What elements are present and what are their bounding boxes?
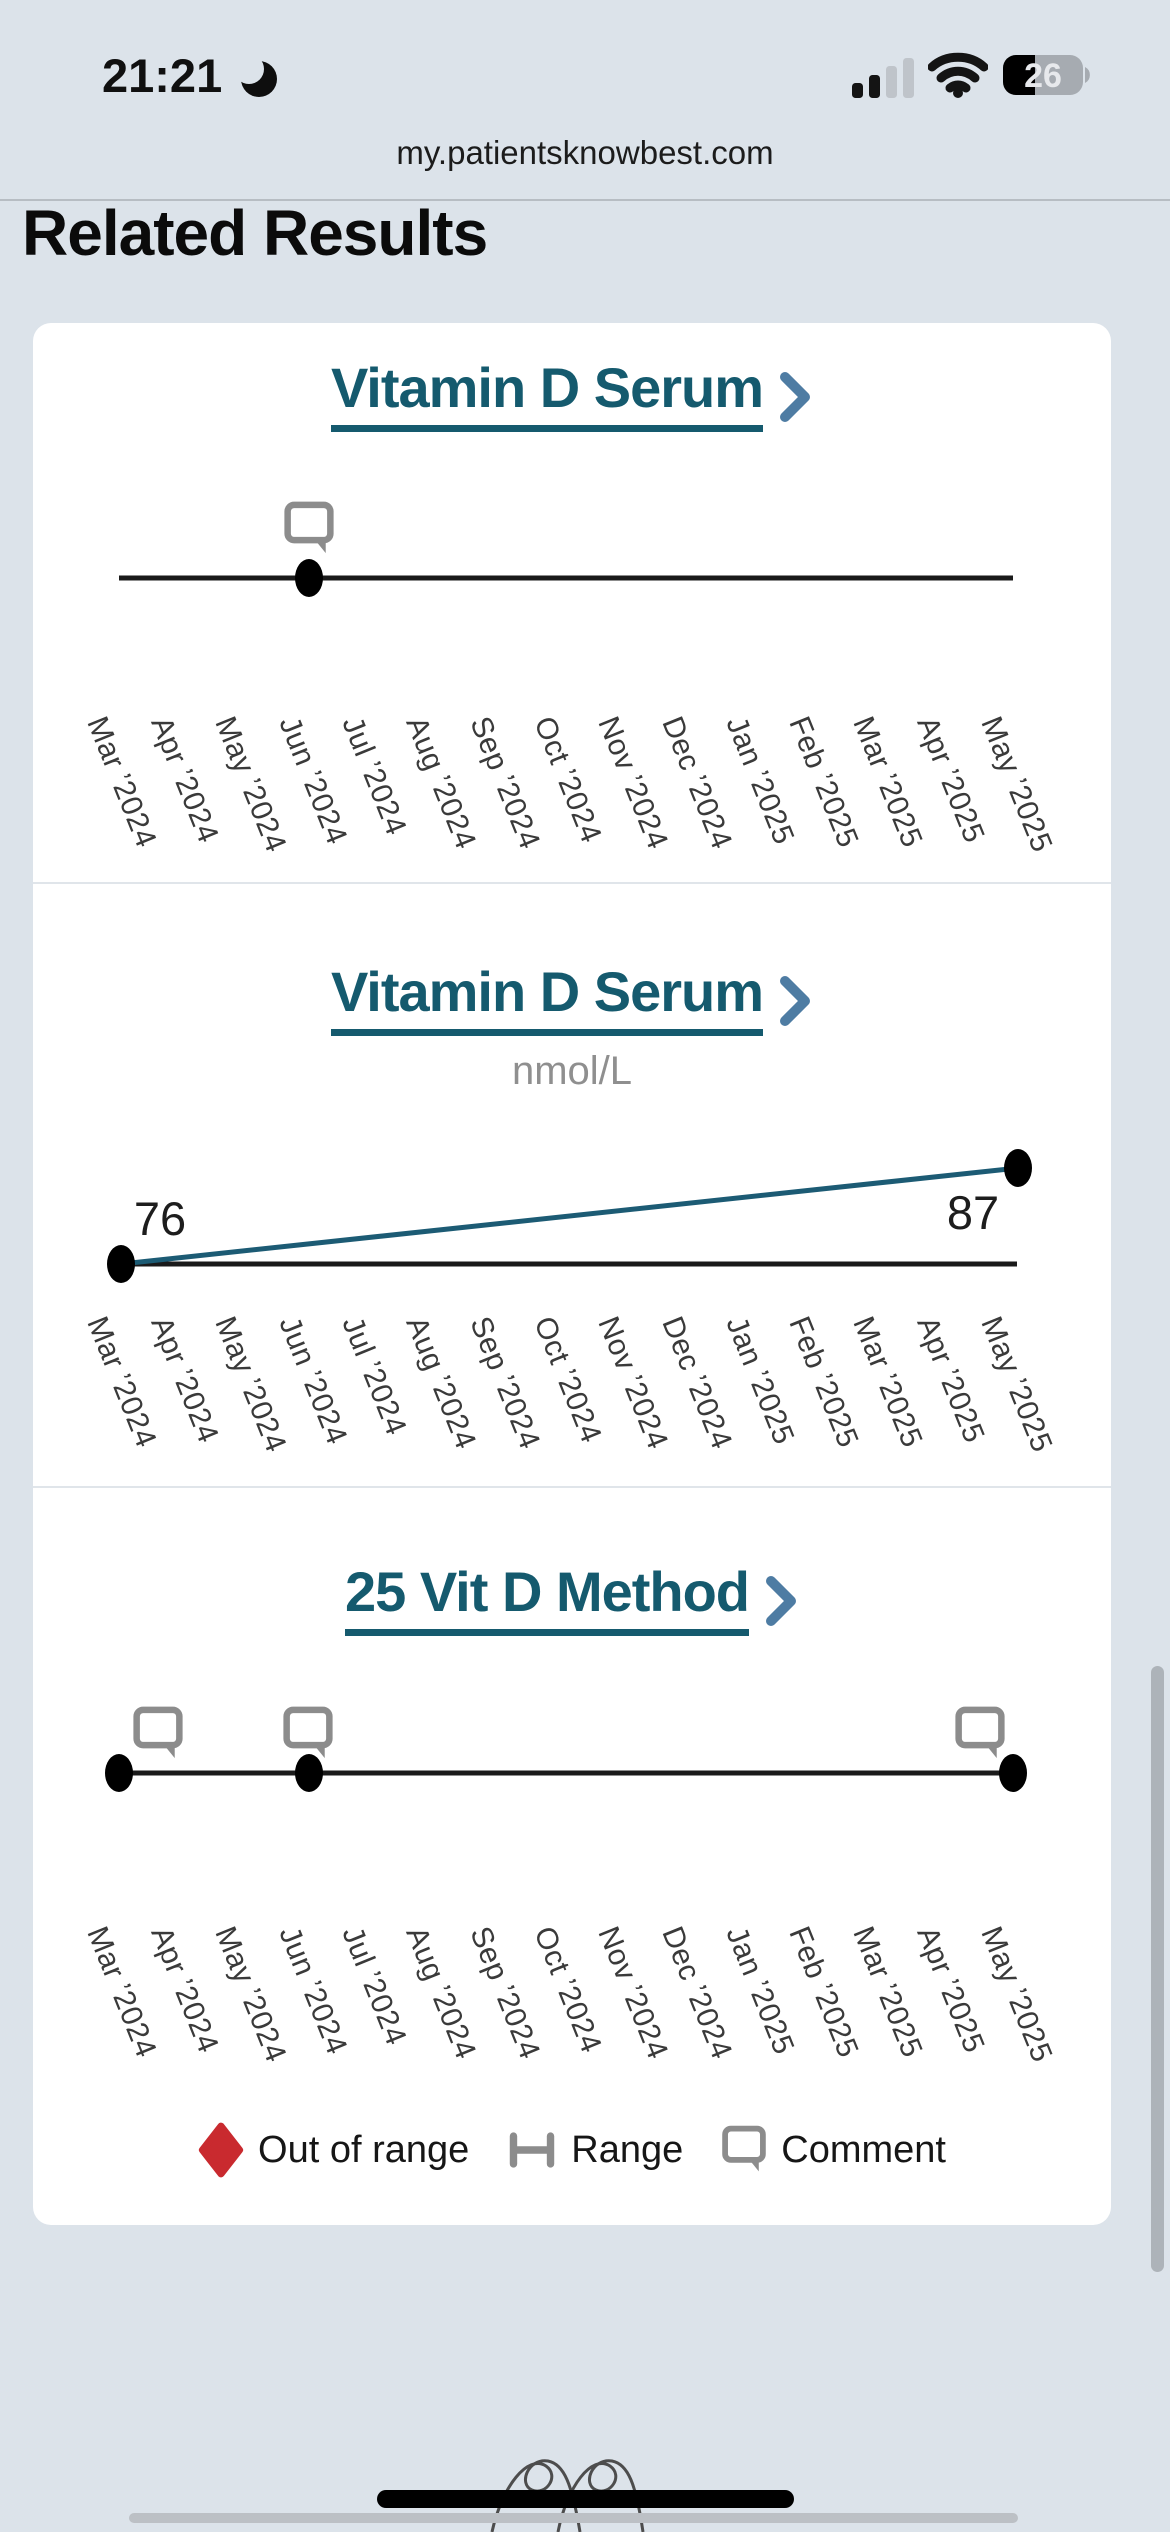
- chart1-data-point[interactable]: [295, 559, 323, 597]
- range-bracket-icon: [510, 2132, 555, 2168]
- out-of-range-diamond-icon: [198, 2122, 244, 2178]
- chart2-data-point[interactable]: [107, 1245, 135, 1283]
- comment-icon[interactable]: [282, 1705, 334, 1763]
- chevron-right-icon[interactable]: [779, 975, 813, 1027]
- chart2-data-point[interactable]: [1004, 1149, 1032, 1187]
- focus-moon-icon: [234, 54, 278, 106]
- comment-bubble-icon: [722, 2125, 767, 2172]
- comment-icon[interactable]: [283, 500, 335, 558]
- chart-legend: Out of range Range Comment: [33, 2121, 1111, 2179]
- chart3-x-axis: Mar ’2024 Apr ’2024 May ’2024 Jun ’2024 Jul …: [33, 1922, 1111, 2102]
- legend-item-out-of-range: Out of range: [198, 2121, 469, 2179]
- chart3-data-point[interactable]: [999, 1754, 1027, 1792]
- chart2-data-line: [120, 1165, 1019, 1267]
- comment-icon[interactable]: [954, 1705, 1006, 1763]
- chart3-title: 25 Vit D Method: [344, 1560, 750, 1623]
- battery-percent: 26: [1024, 57, 1062, 95]
- section-divider: [33, 882, 1111, 884]
- legend-label: Comment: [781, 2128, 946, 2171]
- chart1-title-link[interactable]: Vitamin D Serum: [330, 355, 764, 432]
- section-divider: [33, 1486, 1111, 1488]
- bottom-gray-bar: [129, 2513, 1018, 2523]
- chevron-right-icon[interactable]: [765, 1575, 799, 1627]
- chevron-right-icon[interactable]: [779, 371, 813, 423]
- value-label: 87: [947, 1186, 999, 1239]
- chart2-unit-label: nmol/L: [511, 1049, 633, 1093]
- battery-icon: 26: [1002, 52, 1092, 103]
- url-bar-divider: [0, 199, 1170, 201]
- chart3-data-point[interactable]: [295, 1754, 323, 1792]
- value-label: 76: [134, 1192, 186, 1245]
- charts-canvas: 76 87: [105, 559, 1032, 1792]
- chart2-title-link[interactable]: Vitamin D Serum: [330, 959, 764, 1036]
- chart1-x-axis: Mar ’2024 Apr ’2024 May ’2024 Jun ’2024 Jul …: [33, 712, 1111, 892]
- status-time: 21:21: [102, 49, 223, 102]
- page-title: Related Results: [22, 197, 488, 269]
- legend-label: Range: [571, 2128, 684, 2171]
- chart2-title: Vitamin D Serum: [330, 960, 764, 1023]
- wifi-icon: [927, 52, 989, 103]
- chart3-data-point[interactable]: [105, 1754, 133, 1792]
- comment-icon[interactable]: [132, 1705, 184, 1763]
- page-scrollbar[interactable]: [1151, 1666, 1164, 2272]
- legend-label: Out of range: [258, 2128, 470, 2171]
- legend-item-comment: Comment: [721, 2124, 946, 2176]
- home-indicator[interactable]: [377, 2490, 794, 2508]
- cellular-signal-icon: [852, 56, 916, 103]
- chart2-x-axis: Mar ’2024 Apr ’2024 May ’2024 Jun ’2024 Jul …: [33, 1312, 1111, 1492]
- legend-item-range: Range: [507, 2129, 683, 2172]
- url-bar[interactable]: my.patientsknowbest.com: [396, 134, 774, 171]
- chart1-title: Vitamin D Serum: [330, 356, 764, 419]
- chart3-title-link[interactable]: 25 Vit D Method: [344, 1559, 750, 1636]
- related-results-card: 76 87: [33, 323, 1111, 2225]
